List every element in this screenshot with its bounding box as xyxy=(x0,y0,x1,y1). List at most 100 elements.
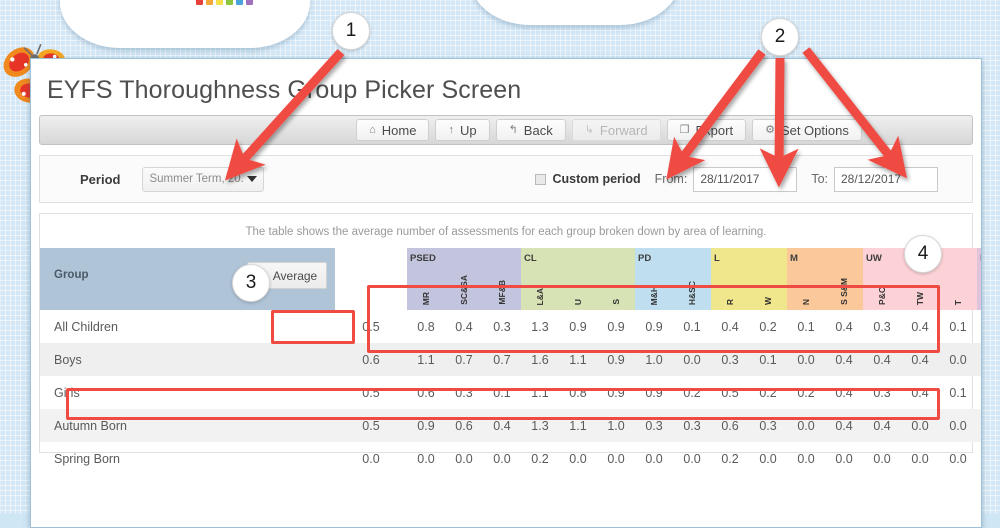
subarea-header-r[interactable]: R xyxy=(711,268,750,310)
subarea-header-label: U xyxy=(573,298,583,305)
table-row[interactable]: Boys 0.6 1.1 0.7 0.7 1.6 1.1 0.9 1.0 0.0 0.3 0.1 0.0… xyxy=(40,343,981,376)
value-cell: 0.4 xyxy=(901,343,940,376)
value-cell: 0.3 xyxy=(711,343,750,376)
application-window: EYFS Thoroughness Group Picker Screen ⌂ H… xyxy=(30,58,982,528)
subarea-header-t[interactable]: T xyxy=(939,268,978,310)
subarea-header-label: S S&M xyxy=(839,278,850,305)
color-dot xyxy=(226,0,233,5)
value-cell: 0.9 xyxy=(569,319,587,334)
value-cell: 0.1 xyxy=(949,319,967,334)
color-dot xyxy=(216,0,223,5)
subarea-header-label: M&H xyxy=(649,285,660,305)
value-cell: 0.7 xyxy=(483,343,521,376)
toolbar-button-label: Set Options xyxy=(780,122,849,138)
value-cell: 1.0 xyxy=(635,343,674,376)
area-header-label: M xyxy=(790,252,798,264)
toolbar-button-back[interactable]: ↰ Back xyxy=(495,119,566,141)
value-cell: 0.0 xyxy=(673,343,712,376)
toolbar-button-home[interactable]: ⌂ Home xyxy=(356,119,430,141)
period-select[interactable]: Summer Term, 20... xyxy=(142,166,265,192)
value-cell: 0.1 xyxy=(749,343,788,376)
from-date-input[interactable]: 28/11/2017 xyxy=(693,166,798,192)
custom-period-checkbox[interactable] xyxy=(535,173,547,185)
value-cell: 0.2 xyxy=(759,319,777,334)
value-cell: 0.9 xyxy=(597,343,636,376)
value-cell: 0.0 xyxy=(911,451,929,466)
subarea-header-mf-b[interactable]: MF&B xyxy=(483,268,521,310)
subarea-header-u[interactable]: U xyxy=(559,268,597,310)
subarea-header-m-h[interactable]: M&H xyxy=(635,268,674,310)
value-cell: 0.8 xyxy=(417,319,435,334)
toolbar-button-up[interactable]: ↑ Up xyxy=(435,119,490,141)
subarea-header-label: L&A xyxy=(535,287,545,305)
value-cell: 0.2 xyxy=(759,385,777,400)
value-cell: 0.9 xyxy=(645,319,663,334)
subarea-header-sc-sa[interactable]: SC&SA xyxy=(445,268,483,310)
subarea-header-s-s-m[interactable]: S S&M xyxy=(825,268,864,310)
subarea-header-label: MR xyxy=(421,291,431,305)
group-name-cell[interactable]: Girls xyxy=(54,385,80,400)
value-cell: 0.3 xyxy=(635,409,674,442)
value-cell: 1.1 xyxy=(407,343,445,376)
value-cell: 0.4 xyxy=(825,409,864,442)
value-cell: 0.4 xyxy=(911,385,929,400)
value-cell: 0.4 xyxy=(835,319,853,334)
subarea-header-n[interactable]: N xyxy=(787,268,826,310)
value-cell: 0.1 xyxy=(797,319,815,334)
subarea-header-h-sc[interactable]: H&SC xyxy=(673,268,712,310)
value-cell: 0.9 xyxy=(607,385,625,400)
subarea-header-s[interactable]: S xyxy=(597,268,636,310)
header-row-areas: Group Average PSEDCLPDLMUWEAD xyxy=(40,248,981,310)
value-cell: 0.2 xyxy=(797,385,815,400)
subarea-header-l-a[interactable]: L&A xyxy=(521,268,559,310)
table-caption: The table shows the average number of as… xyxy=(245,226,767,238)
value-cell: 0.0 xyxy=(607,451,625,466)
value-cell: 0.0 xyxy=(417,451,435,466)
subarea-header-p-c[interactable]: P&C xyxy=(863,268,902,310)
home-icon: ⌂ xyxy=(369,123,376,136)
value-cell: 0.0 xyxy=(949,451,967,466)
value-cell: 0.3 xyxy=(873,319,891,334)
value-cell: 0.2 xyxy=(531,451,549,466)
value-cell: 1.6 xyxy=(521,343,559,376)
subarea-header-tw[interactable]: TW xyxy=(901,268,940,310)
header-row-subareas: MR SC&SA MF&B L&A U S M&H H&SC R W N S S&M P&C TW T EM&… xyxy=(40,268,981,310)
value-cell: 0.4 xyxy=(455,319,473,334)
area-header-cl: CL xyxy=(521,248,636,268)
chevron-down-icon xyxy=(256,272,267,279)
table-row[interactable]: Girls 0.5 0.6 0.3 0.1 1.1 0.8 0.9 0.9 0.2 0.5 0.2 0.… xyxy=(40,376,981,409)
period-label: Period xyxy=(80,171,121,187)
group-name-cell[interactable]: All Children xyxy=(54,319,118,334)
area-header-pd: PD xyxy=(635,248,712,268)
table-row[interactable]: Autumn Born 0.5 0.9 0.6 0.4 1.3 1.1 1.0 0.3 0.3 0.… xyxy=(40,409,981,442)
toolbar-button-label: Up xyxy=(459,122,477,138)
to-date-input[interactable]: 28/12/2017 xyxy=(834,166,938,192)
toolbar-button-export[interactable]: ❐ Export xyxy=(666,119,747,141)
value-cell: 1.1 xyxy=(559,343,597,376)
toolbar: ⌂ Home ↑ Up ↰ Back ↳ Forward ❐ Export ⚙ Set Options xyxy=(39,115,973,145)
subarea-header-label: H&SC xyxy=(687,280,698,305)
group-name-cell[interactable]: Boys xyxy=(40,343,335,376)
color-dot xyxy=(246,0,253,5)
color-dot xyxy=(236,0,243,5)
value-cell: 0.6 xyxy=(977,376,981,409)
value-cell: 0.0 xyxy=(455,451,473,466)
subarea-header-label: W xyxy=(763,296,774,305)
value-cell: 1.1 xyxy=(531,385,549,400)
table-row[interactable]: All Children 0.5 0.8 0.4 0.3 1.3 0.9 0.9 0.9 0.1 0… xyxy=(40,310,981,343)
subarea-header-em-m[interactable]: EM&M xyxy=(977,268,981,310)
value-cell: 0.3 xyxy=(455,385,473,400)
group-name-cell[interactable]: Spring Born xyxy=(54,451,121,466)
value-cell: 0.4 xyxy=(863,343,902,376)
average-sort-button[interactable]: Average xyxy=(247,262,327,289)
table-row[interactable]: Spring Born 0.0 0.0 0.0 0.0 0.2 0.0 0.0 0.0 0.0 0.… xyxy=(40,442,981,475)
group-name-cell[interactable]: Autumn Born xyxy=(40,409,335,442)
subarea-header-w[interactable]: W xyxy=(749,268,788,310)
average-column-header xyxy=(335,248,407,310)
area-header-uw: UW xyxy=(863,248,978,268)
toolbar-button-set-options[interactable]: ⚙ Set Options xyxy=(752,119,862,141)
subarea-header-mr[interactable]: MR xyxy=(407,268,445,310)
average-cell: 0.5 xyxy=(362,385,380,400)
value-cell: 0.7 xyxy=(445,343,483,376)
group-header-label: Group xyxy=(54,269,89,281)
